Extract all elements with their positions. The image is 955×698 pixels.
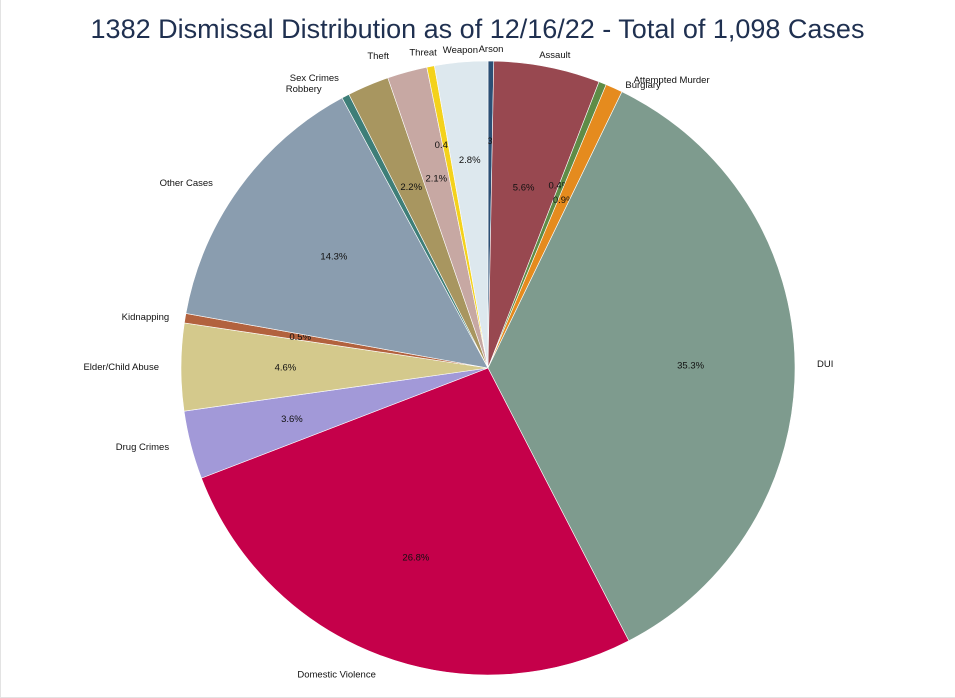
category-label-arson: Arson (479, 44, 504, 55)
pie-slice-weapon (434, 60, 489, 369)
category-label-theft: Theft (367, 51, 389, 62)
pie-slice-other-cases (185, 97, 489, 369)
category-label-drug-crimes: Drug Crimes (116, 442, 170, 453)
category-label-domestic-violence: Domestic Violence (297, 669, 376, 680)
pct-label-weapon: 2.8% (459, 155, 481, 166)
category-label-burglary: Burglary (625, 80, 661, 91)
category-label-robbery: Robbery (286, 84, 322, 95)
category-label-assault: Assault (539, 50, 571, 61)
category-label-threat: Threat (409, 48, 437, 59)
category-label-other-cases: Other Cases (160, 178, 214, 189)
category-label-weapon: Weapon (443, 45, 478, 56)
pct-label-assault: 5.6% (513, 182, 535, 193)
pct-label-dui: 35.3% (677, 361, 704, 372)
pct-label-threat: 0.4% (435, 140, 457, 151)
pct-label-burglary: 0.9% (553, 195, 575, 206)
category-label-kidnapping: Kidnapping (122, 312, 170, 323)
category-label-sex-crimes: Sex Crimes (290, 73, 339, 84)
pct-label-other-cases: 14.3% (320, 251, 347, 262)
pct-label-drug-crimes: 3.6% (281, 414, 303, 425)
pct-label-sex-crimes: 2.2% (400, 182, 422, 193)
category-label-dui: DUI (817, 359, 833, 370)
pct-label-kidnapping: 0.5% (289, 332, 311, 343)
category-label-elder-child-abuse: Elder/Child Abuse (83, 362, 159, 373)
chart-title: 1382 Dismissal Distribution as of 12/16/… (90, 14, 865, 44)
pct-label-arson: 0.3% (479, 136, 501, 147)
pie-slice-dui (487, 91, 796, 642)
category-label-attempted-murder: Attempted Murder (634, 75, 710, 86)
pct-label-domestic-violence: 26.8% (402, 552, 429, 563)
pct-label-elder-child-abuse: 4.6% (275, 362, 297, 373)
pie-slice-domestic-violence (201, 367, 630, 676)
pct-label-attempted-murder: 0.4% (548, 181, 570, 192)
pct-label-theft: 2.1% (425, 174, 447, 185)
